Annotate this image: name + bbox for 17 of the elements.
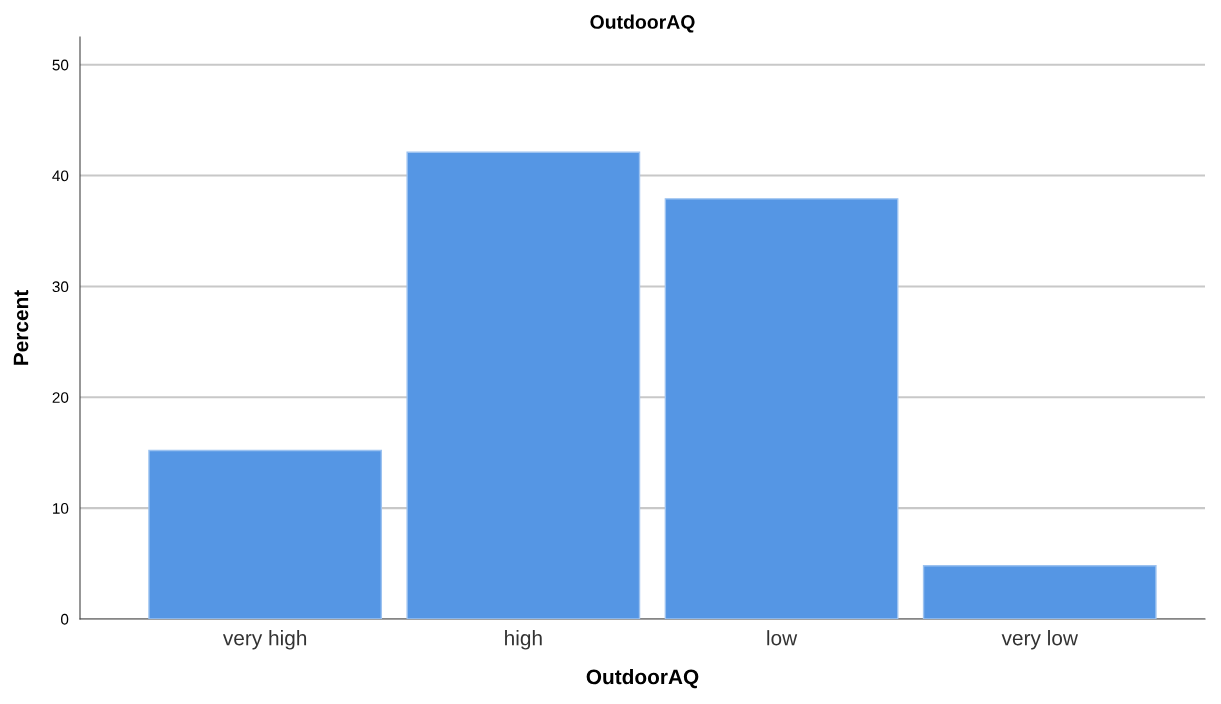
y-tick-label: 10 [53,503,69,514]
x-tick-label: very low [1001,630,1079,650]
x-axis-title: OutdoorAQ [586,668,699,689]
y-tick-label: 30 [52,281,69,293]
y-tick-label: 20 [52,392,69,403]
bar [664,198,899,619]
x-tick-label: low [767,630,798,646]
y-tick-label: 0 [60,613,69,625]
x-tick-label: high [505,630,542,650]
y-axis-title: Percent [13,290,29,365]
chart-title: OutdoorAQ [590,14,695,33]
bar [148,449,383,619]
y-tick-label: 40 [52,170,69,182]
bar [922,565,1157,619]
x-tick-label: very high [222,630,307,650]
y-tick-label: 50 [52,59,69,71]
bar [406,151,641,619]
